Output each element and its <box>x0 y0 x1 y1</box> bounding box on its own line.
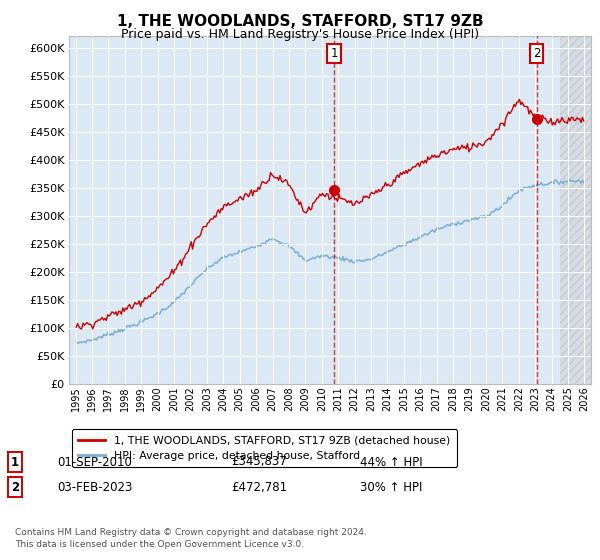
Text: 30% ↑ HPI: 30% ↑ HPI <box>360 480 422 494</box>
Bar <box>560 36 591 384</box>
Text: 1, THE WOODLANDS, STAFFORD, ST17 9ZB: 1, THE WOODLANDS, STAFFORD, ST17 9ZB <box>116 14 484 29</box>
Text: 2: 2 <box>533 46 541 60</box>
Text: £472,781: £472,781 <box>231 480 287 494</box>
Text: 1: 1 <box>11 455 19 469</box>
Text: £345,837: £345,837 <box>231 455 287 469</box>
Text: 44% ↑ HPI: 44% ↑ HPI <box>360 455 422 469</box>
Text: Contains HM Land Registry data © Crown copyright and database right 2024.
This d: Contains HM Land Registry data © Crown c… <box>15 528 367 549</box>
Text: Price paid vs. HM Land Registry's House Price Index (HPI): Price paid vs. HM Land Registry's House … <box>121 28 479 41</box>
Text: 2: 2 <box>11 480 19 494</box>
Text: 01-SEP-2010: 01-SEP-2010 <box>57 455 132 469</box>
Text: 1: 1 <box>331 46 338 60</box>
Legend: 1, THE WOODLANDS, STAFFORD, ST17 9ZB (detached house), HPI: Average price, detac: 1, THE WOODLANDS, STAFFORD, ST17 9ZB (de… <box>72 429 457 468</box>
Text: 03-FEB-2023: 03-FEB-2023 <box>57 480 133 494</box>
